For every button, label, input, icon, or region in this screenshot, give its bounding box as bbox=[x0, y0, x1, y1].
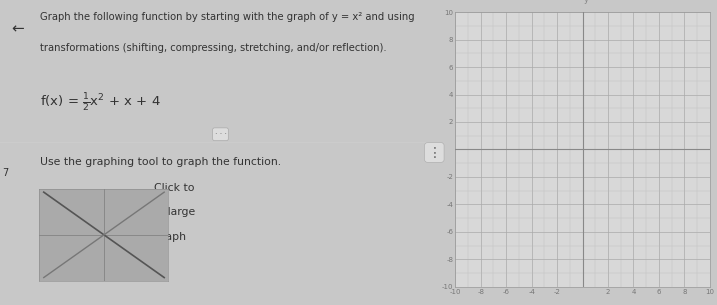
Text: ←: ← bbox=[11, 21, 24, 36]
Text: enlarge: enlarge bbox=[154, 207, 196, 217]
Text: Use the graphing tool to graph the function.: Use the graphing tool to graph the funct… bbox=[39, 157, 281, 167]
Text: Click to: Click to bbox=[154, 183, 195, 193]
Text: Graph the following function by starting with the graph of y = x² and using: Graph the following function by starting… bbox=[39, 12, 414, 22]
Text: · · ·: · · · bbox=[214, 130, 227, 139]
Text: transformations (shifting, compressing, stretching, and/or reflection).: transformations (shifting, compressing, … bbox=[39, 43, 386, 53]
Text: ⋮: ⋮ bbox=[427, 145, 441, 160]
Text: f(x) = $\frac{1}{2}$x$^2$ + x + 4: f(x) = $\frac{1}{2}$x$^2$ + x + 4 bbox=[39, 92, 161, 114]
Text: y: y bbox=[584, 0, 589, 4]
Text: 7: 7 bbox=[2, 168, 9, 178]
Text: graph: graph bbox=[154, 232, 186, 242]
